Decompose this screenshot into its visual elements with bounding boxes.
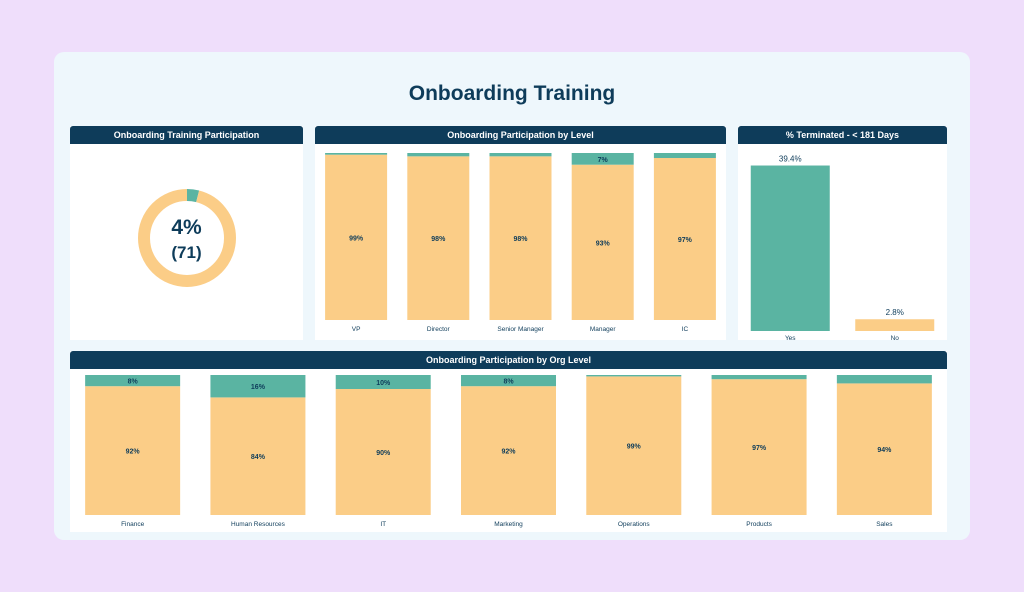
bar-vp-not-participated xyxy=(325,154,388,320)
bar-ic-not-participated xyxy=(653,158,716,320)
by-org-panel-title: Onboarding Participation by Org Level xyxy=(70,351,947,369)
x-tick-label-operations: Operations xyxy=(618,521,651,528)
bar-label-finance-not-participated: 92% xyxy=(126,449,141,456)
bar-marketing-not-participated xyxy=(461,386,556,515)
bar-sales-not-participated xyxy=(836,383,932,515)
bar-senior-manager-participated xyxy=(489,153,552,157)
dashboard-title: Onboarding Training xyxy=(408,82,616,105)
x-tick-label-manager: Manager xyxy=(590,326,616,333)
bar-operations-participated xyxy=(586,375,682,377)
bar-label-manager-not-participated: 93% xyxy=(596,240,611,247)
bar-label-no: 2.8% xyxy=(886,308,904,317)
x-tick-label-senior-manager: Senior Manager xyxy=(497,326,544,333)
bar-label-senior-manager-not-participated: 98% xyxy=(513,236,528,243)
bar-yes xyxy=(750,165,830,331)
bar-label-human-resources-participated: 16% xyxy=(251,384,266,391)
bar-label-director-not-participated: 98% xyxy=(431,236,446,243)
x-tick-label-finance: Finance xyxy=(121,521,145,528)
bar-marketing-participated xyxy=(461,375,556,387)
donut-percentage: 4% xyxy=(171,216,202,239)
participation-donut-chart xyxy=(138,189,236,287)
bar-label-products-not-participated: 97% xyxy=(752,445,767,452)
bar-director-participated xyxy=(407,153,470,157)
bar-label-sales-not-participated: 94% xyxy=(877,447,892,454)
bar-products-not-participated xyxy=(711,379,807,515)
participation-panel: Onboarding Training Participation 4% (71… xyxy=(70,126,303,340)
bar-human-resources-not-participated xyxy=(210,397,306,515)
x-tick-label-marketing: Marketing xyxy=(494,521,523,528)
bar-label-manager-participated: 7% xyxy=(598,157,609,164)
participation-panel-title: Onboarding Training Participation xyxy=(70,126,303,144)
x-tick-label-ic: IC xyxy=(682,326,689,333)
bar-operations-not-participated xyxy=(586,376,682,515)
bar-label-yes: 39.4% xyxy=(779,155,802,164)
bar-it-not-participated xyxy=(335,389,431,515)
by-org-panel: Onboarding Participation by Org Level 92… xyxy=(70,351,947,532)
bar-it-participated xyxy=(335,375,431,389)
bar-products-participated xyxy=(711,375,807,380)
bar-manager-not-participated xyxy=(571,164,634,320)
bar-label-operations-not-participated: 99% xyxy=(627,444,642,451)
bar-no xyxy=(855,319,935,331)
bar-sales-participated xyxy=(836,375,932,384)
bar-senior-manager-not-participated xyxy=(489,156,552,320)
x-tick-label-yes: Yes xyxy=(785,335,796,342)
bar-vp-participated xyxy=(325,153,388,155)
x-tick-label-sales: Sales xyxy=(876,521,893,528)
x-tick-label-director: Director xyxy=(427,326,451,333)
x-tick-label-it: IT xyxy=(380,521,386,528)
donut-count: (71) xyxy=(171,243,202,262)
donut-slice-did-not-participate xyxy=(138,189,236,287)
terminated-panel: % Terminated - < 181 Days 39.4% Yes 2.8% No xyxy=(738,126,947,342)
x-tick-label-no: No xyxy=(891,335,900,342)
x-tick-label-human-resources: Human Resources xyxy=(231,521,286,528)
by-org-bar-chart: 92% 8% Finance 84% 16% Human Resources 90% 10% I… xyxy=(85,375,932,528)
bar-finance-not-participated xyxy=(85,386,181,515)
bar-manager-participated xyxy=(571,153,634,165)
x-tick-label-vp: VP xyxy=(352,326,361,333)
bar-label-it-not-participated: 90% xyxy=(376,450,391,457)
bar-label-ic-not-participated: 97% xyxy=(678,237,693,244)
bar-human-resources-participated xyxy=(210,375,306,398)
bar-label-human-resources-not-participated: 84% xyxy=(251,454,266,461)
bar-director-not-participated xyxy=(407,156,470,320)
bar-ic-participated xyxy=(653,153,716,159)
bar-finance-participated xyxy=(85,375,181,387)
bar-label-marketing-participated: 8% xyxy=(503,379,514,386)
x-tick-label-products: Products xyxy=(746,521,772,528)
bar-label-finance-participated: 8% xyxy=(128,379,139,386)
terminated-bar-chart: 39.4% Yes 2.8% No xyxy=(750,155,935,342)
terminated-panel-title: % Terminated - < 181 Days xyxy=(738,126,947,144)
by-level-bar-chart: 99% VP 98% Director 98% Senior Manager 93% 7% Ma… xyxy=(325,153,716,333)
bar-label-vp-not-participated: 99% xyxy=(349,235,364,242)
by-level-panel: Onboarding Participation by Level 99% VP 9… xyxy=(315,126,726,340)
by-level-panel-title: Onboarding Participation by Level xyxy=(315,126,726,144)
bar-label-it-participated: 10% xyxy=(376,380,391,387)
bar-label-marketing-not-participated: 92% xyxy=(501,449,516,456)
